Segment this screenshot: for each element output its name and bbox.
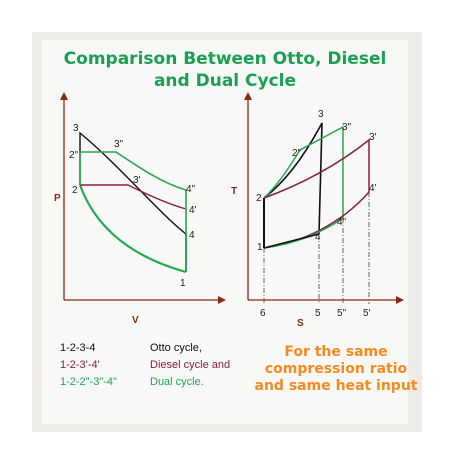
note-line-3: and same heat input <box>255 378 418 394</box>
pv-point-3-dual: 3" <box>114 139 124 150</box>
ts-point-2-dual: 2" <box>292 148 302 159</box>
legend: 1-2-3-4 Otto cycle, 1-2-3'-4' Diesel cyc… <box>60 342 230 388</box>
legend-dual-path: 1-2-2"-3"-4" <box>60 376 117 388</box>
ts-y-axis-label: T <box>231 186 237 197</box>
pv-point-2-dual: 2" <box>69 150 79 161</box>
note-line-1: For the same <box>284 344 387 360</box>
pv-point-4: 4 <box>189 230 195 241</box>
pv-diagram: P V 1 2 3 4 3' 4' 2" 3" 4" <box>54 92 226 326</box>
ts-point-4: 4 <box>315 232 321 243</box>
ts-x-axis-label: S <box>297 318 304 329</box>
pv-diesel-cycle <box>80 184 187 210</box>
pv-point-4-diesel: 4' <box>189 205 197 216</box>
ts-dual-cycle <box>263 125 344 218</box>
ts-point-3-dual: 3" <box>342 122 352 133</box>
pv-point-3: 3 <box>73 123 79 134</box>
title-line-1: Comparison Between Otto, Diesel <box>64 49 387 69</box>
ts-diesel-cycle <box>263 138 370 199</box>
ts-tick-6: 6 <box>260 308 266 319</box>
legend-otto-path: 1-2-3-4 <box>60 342 95 354</box>
inner-panel <box>42 40 408 424</box>
legend-dual-name: Dual cycle. <box>150 376 204 388</box>
ts-otto-rejection <box>263 233 320 249</box>
ts-point-4-diesel: 4' <box>369 183 377 194</box>
ts-point-4-dual: 4" <box>337 217 347 228</box>
pv-dual-cycle <box>79 151 187 234</box>
pv-point-2: 2 <box>72 185 78 196</box>
pv-point-1: 1 <box>180 278 186 289</box>
ts-diagram: T S 1 2 3 4 3' 4' 2" 3" 4" 6 5 5" 5' <box>231 92 404 329</box>
note-line-2: compression ratio <box>265 361 408 377</box>
legend-diesel-name: Diesel cycle and <box>150 359 230 371</box>
pv-otto-cycle <box>79 131 187 235</box>
ts-projection-lines <box>263 192 370 304</box>
legend-otto-name: Otto cycle, <box>150 342 202 354</box>
pv-compression-1-2 <box>78 184 187 274</box>
ts-point-3: 3 <box>318 109 324 120</box>
condition-note: For the same compression ratio and same … <box>255 344 418 394</box>
pv-point-4-dual: 4" <box>186 184 196 195</box>
ts-tick-5: 5 <box>315 308 321 319</box>
pv-point-3-diesel: 3' <box>133 175 141 186</box>
pv-x-axis-label: V <box>132 315 139 326</box>
ts-point-1: 1 <box>257 242 263 253</box>
title-line-2: and Dual Cycle <box>154 71 296 91</box>
pv-y-axis-label: P <box>54 193 61 204</box>
ts-tick-5-dual: 5" <box>337 308 347 319</box>
ts-point-3-diesel: 3' <box>369 132 377 143</box>
ts-otto-cycle <box>263 122 323 235</box>
ts-tick-5-diesel: 5' <box>363 308 371 319</box>
legend-diesel-path: 1-2-3'-4' <box>60 359 100 371</box>
ts-point-2: 2 <box>256 193 262 204</box>
